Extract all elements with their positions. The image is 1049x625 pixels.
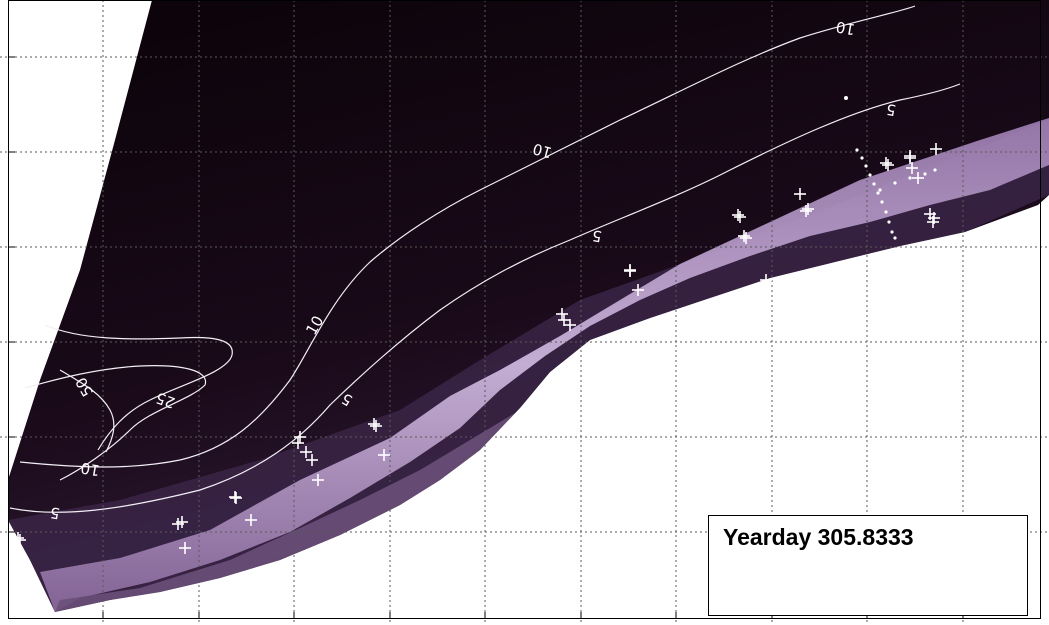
plus-marker	[632, 284, 644, 296]
contour-label-4: 10	[79, 459, 101, 480]
plus-marker	[378, 449, 390, 461]
contour-label-6: 5	[591, 226, 604, 245]
depth-contours	[9, 5, 961, 513]
plus-marker	[12, 532, 24, 544]
plus-marker	[732, 209, 744, 221]
plus-marker	[904, 152, 916, 164]
transect-dots	[844, 96, 937, 240]
plus-marker	[294, 431, 306, 443]
contour-inner	[24, 365, 207, 481]
plus-marker	[176, 516, 188, 528]
plus-marker	[882, 159, 894, 171]
plus-marker	[292, 437, 304, 449]
plus-marker	[738, 230, 750, 242]
plus-marker	[802, 203, 814, 215]
plus-marker	[368, 418, 380, 430]
plus-marker	[928, 212, 940, 224]
plus-marker	[760, 274, 772, 286]
measurement-markers	[12, 143, 942, 554]
plus-marker	[306, 454, 318, 466]
plus-marker	[906, 162, 918, 174]
legend-box: Yearday 305.8333	[708, 515, 1028, 616]
plus-marker	[734, 211, 746, 223]
contour-label-2: 10	[531, 139, 554, 161]
contour-25m	[44, 324, 233, 451]
plus-marker	[880, 157, 892, 169]
axes-frame	[8, 0, 1041, 619]
plus-marker	[564, 319, 576, 331]
plus-marker	[179, 542, 191, 554]
legend-label: Yearday	[723, 524, 812, 550]
plus-marker	[230, 492, 242, 504]
contour-50m	[59, 369, 115, 453]
plus-marker	[312, 474, 324, 486]
plus-marker	[556, 308, 568, 320]
plus-marker	[300, 446, 312, 458]
surf-zone	[40, 118, 1049, 612]
plus-marker	[558, 314, 570, 326]
plus-marker	[370, 420, 382, 432]
plus-marker	[912, 172, 924, 184]
plus-marker	[794, 188, 806, 200]
legend-text: Yearday 305.8333	[723, 524, 914, 551]
contour-label-8: 5	[49, 503, 62, 522]
legend-value: 305.8333	[817, 524, 914, 550]
contour-label-5: 5	[885, 100, 898, 119]
plus-marker	[229, 491, 241, 503]
contour-10m	[19, 5, 916, 468]
contour-label-9: 25	[153, 388, 177, 411]
plus-marker	[740, 232, 752, 244]
plus-marker	[245, 514, 257, 526]
plus-marker	[800, 205, 812, 217]
plus-marker	[14, 534, 26, 546]
plus-marker	[930, 143, 942, 155]
contour-5m	[9, 83, 961, 513]
contour-label-1: 10	[834, 18, 856, 39]
plus-marker	[624, 265, 636, 277]
